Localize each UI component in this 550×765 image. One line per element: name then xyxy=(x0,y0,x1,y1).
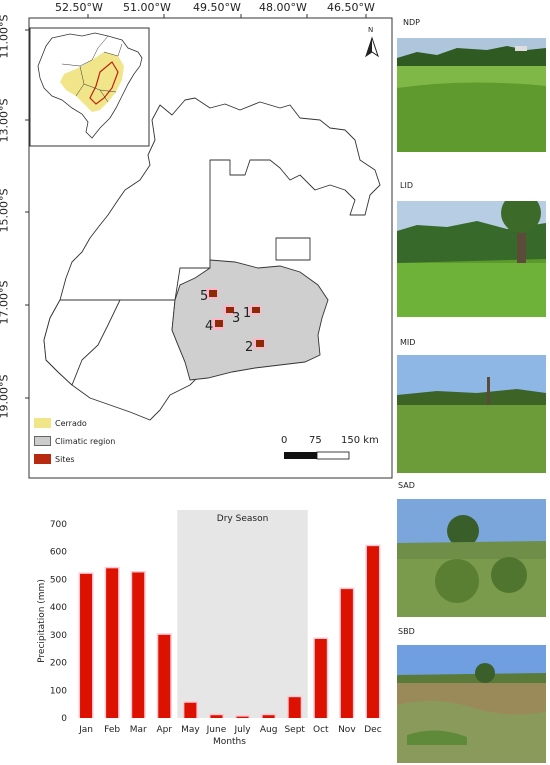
federal-district xyxy=(275,237,311,261)
bar xyxy=(132,572,145,718)
legend-item-climatic-region: Climatic region xyxy=(34,436,115,446)
x-tick-label: Feb xyxy=(104,725,120,735)
legend-item-cerrado: Cerrado xyxy=(34,418,87,428)
study-area-map: 1 2 3 4 5 xyxy=(25,14,393,479)
site-5-label: 5 xyxy=(200,289,208,304)
legend-swatch-sites xyxy=(34,454,51,464)
site-3-label: 3 xyxy=(232,311,240,326)
x-tick-label: Aug xyxy=(260,725,278,735)
bar xyxy=(80,573,93,718)
x-tick-label: June xyxy=(206,725,227,735)
site-2: 2 xyxy=(245,338,265,355)
state-lines xyxy=(61,35,123,103)
bar xyxy=(106,568,119,718)
latitude-label: 13.00°S xyxy=(0,98,11,143)
scale-tick-label: 75 xyxy=(309,435,322,446)
site-4: 4 xyxy=(205,318,224,334)
site-5: 5 xyxy=(200,288,218,304)
bar xyxy=(158,634,171,718)
central-west-region xyxy=(43,299,121,386)
bar xyxy=(314,639,327,718)
bar xyxy=(366,546,379,718)
photo-label-mid: MID xyxy=(400,338,416,347)
longitude-label: 51.00°W xyxy=(123,1,171,14)
x-tick-label: Oct xyxy=(313,725,329,735)
y-tick-label: 100 xyxy=(50,686,67,696)
x-tick-label: Nov xyxy=(338,725,356,735)
photo-label-sbd: SBD xyxy=(398,627,415,636)
x-tick-label: Apr xyxy=(157,725,173,735)
bar xyxy=(262,715,275,718)
site-4-label: 4 xyxy=(205,319,213,334)
x-tick-label: Jan xyxy=(78,725,93,735)
dry-season-label: Dry Season xyxy=(217,514,268,524)
photo-label-ndp: NDP xyxy=(403,18,420,27)
precipitation-chart: Dry Season 0 100 200 300 400 500 600 700 Jan Feb Ma… xyxy=(37,510,382,747)
y-tick-label: 600 xyxy=(50,548,67,558)
site-3: 3 xyxy=(223,305,240,326)
bar xyxy=(236,716,249,718)
legend-label: Sites xyxy=(55,454,75,464)
photo-sbd xyxy=(397,645,546,763)
inset-map xyxy=(29,27,150,147)
latitude-label: 11.00°S xyxy=(0,14,11,59)
photo-label-lid: LID xyxy=(400,181,413,190)
x-tick-label: Dec xyxy=(364,725,381,735)
y-tick-label: 500 xyxy=(50,575,67,585)
longitude-label: 49.50°W xyxy=(193,1,241,14)
y-tick-label: 0 xyxy=(61,714,67,724)
scale-bar xyxy=(284,451,350,460)
y-axis-title: Precipitation (mm) xyxy=(37,579,47,663)
x-axis-title: Months xyxy=(213,737,246,747)
x-tick-label: May xyxy=(181,725,200,735)
x-tick-label: July xyxy=(233,725,251,735)
legend-item-sites: Sites xyxy=(34,454,75,464)
longitude-label: 52.50°W xyxy=(55,1,103,14)
scale-tick-label: 0 xyxy=(281,435,288,446)
latitude-label: 15.00°S xyxy=(0,188,11,233)
north-label: N xyxy=(368,26,374,34)
latitude-label: 17.00°S xyxy=(0,280,11,325)
bar xyxy=(184,702,197,718)
y-tick-label: 200 xyxy=(50,659,67,669)
legend-label: Cerrado xyxy=(55,418,87,428)
longitude-label: 48.00°W xyxy=(259,1,307,14)
bar xyxy=(288,697,301,718)
x-tick-label: Mar xyxy=(130,725,147,735)
site-markers: 1 2 3 4 5 xyxy=(200,288,265,355)
bar xyxy=(340,589,353,718)
photo-sad xyxy=(397,499,546,617)
legend-swatch-cerrado xyxy=(34,418,51,428)
site-1-label: 1 xyxy=(243,306,251,321)
inset-climatic-region xyxy=(89,61,119,105)
legend-label: Climatic region xyxy=(55,436,116,446)
site-1: 1 xyxy=(243,305,261,321)
north-arrow xyxy=(365,36,379,58)
y-tick-label: 300 xyxy=(50,631,67,641)
photo-lid xyxy=(397,201,546,317)
longitude-label: 46.50°W xyxy=(327,1,375,14)
photo-mid xyxy=(397,355,546,473)
scale-tick-label: 150 km xyxy=(341,435,379,446)
state-outline xyxy=(43,97,381,421)
bar xyxy=(210,715,223,718)
y-tick-label: 400 xyxy=(50,603,67,613)
y-tick-label: 700 xyxy=(50,520,67,530)
latitude-label: 19.00°S xyxy=(0,374,11,419)
bar-halo xyxy=(235,715,251,718)
frame-ticks xyxy=(25,14,367,399)
photo-label-sad: SAD xyxy=(398,481,415,490)
photo-ndp xyxy=(397,38,546,152)
dry-season-shade xyxy=(177,510,308,718)
legend-swatch-climatic-region xyxy=(34,436,51,446)
cerrado-region xyxy=(60,52,124,112)
x-tick-label: Sept xyxy=(284,725,305,735)
north-region xyxy=(59,97,381,301)
site-2-label: 2 xyxy=(245,340,253,355)
